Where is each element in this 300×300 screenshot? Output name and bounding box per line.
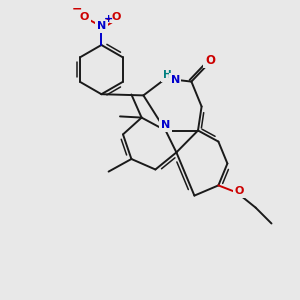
Text: O: O (205, 53, 215, 67)
Text: N: N (171, 75, 180, 85)
Text: N: N (97, 21, 106, 32)
Text: −: − (72, 2, 83, 16)
Text: N: N (161, 120, 170, 130)
Text: O: O (235, 186, 244, 196)
Text: O: O (80, 11, 89, 22)
Text: H: H (163, 70, 172, 80)
Text: O: O (112, 11, 121, 22)
Text: +: + (104, 14, 113, 24)
